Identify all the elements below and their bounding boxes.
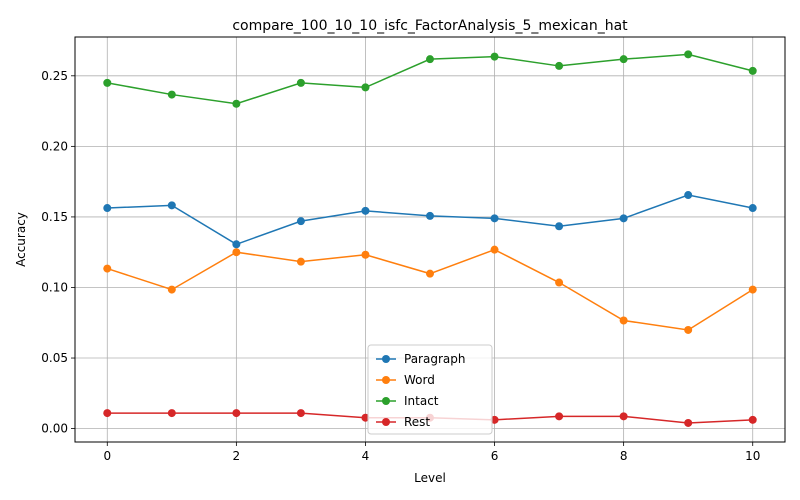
data-point-word [748,285,757,294]
x-tick-label: 8 [620,449,628,463]
data-point-intact [361,83,370,92]
x-tick-label: 4 [362,449,370,463]
data-point-word [619,316,628,325]
legend-marker-intact [382,397,390,405]
y-axis-label: Accuracy [14,212,28,267]
y-tick-label: 0.05 [41,351,68,365]
data-point-paragraph [490,214,499,223]
x-tick-label: 2 [233,449,241,463]
data-point-word [232,248,241,257]
data-point-intact [103,78,112,87]
data-point-intact [748,66,757,75]
data-point-rest [619,412,628,421]
data-point-word [103,264,112,273]
data-point-word [167,285,176,294]
data-point-paragraph [426,211,434,220]
data-point-intact [619,55,628,64]
legend-marker-word [382,376,390,384]
y-tick-label: 0.25 [41,69,68,83]
data-point-word [684,325,693,334]
legend-item-word: Word [376,373,435,387]
data-point-intact [555,61,564,70]
data-point-paragraph [555,222,564,231]
legend-label-paragraph: Paragraph [404,352,465,366]
data-point-paragraph [103,204,112,213]
data-point-paragraph [684,191,693,200]
data-point-rest [684,418,693,427]
data-point-paragraph [619,214,628,223]
y-tick-label: 0.00 [41,422,68,436]
x-tick-label: 6 [491,449,499,463]
y-tick-label: 0.15 [41,210,68,224]
data-point-paragraph [748,204,757,213]
y-axis: 0.00 0.05 0.10 0.15 0.20 0.25 [41,69,75,436]
legend-item-paragraph: Paragraph [376,352,465,366]
data-point-rest [555,412,564,421]
legend: Paragraph Word Intact Rest [367,344,493,435]
x-axis-label: Level [414,471,446,485]
data-point-paragraph [232,240,241,249]
legend-label-rest: Rest [404,415,430,429]
data-point-rest [167,409,176,418]
data-point-rest [232,409,241,418]
data-point-intact [167,90,176,99]
x-axis: 0 2 4 6 8 10 [103,442,760,463]
data-point-intact [232,99,241,108]
data-point-word [296,257,305,266]
series-paragraph [103,191,757,249]
data-point-intact [684,50,693,59]
y-tick-label: 0.10 [41,280,68,294]
legend-label-word: Word [404,373,435,387]
data-point-word [426,269,434,278]
data-point-rest [103,409,112,418]
data-point-word [361,250,370,259]
data-point-intact [296,78,305,87]
data-point-paragraph [361,206,370,215]
x-tick-label: 10 [745,449,760,463]
y-tick-label: 0.20 [41,139,68,153]
data-point-rest [490,415,499,424]
legend-marker-paragraph [382,355,390,363]
data-point-paragraph [167,201,176,210]
legend-box [367,344,493,435]
legend-item-intact: Intact [376,394,439,408]
data-point-rest [296,409,305,418]
series-intact [103,50,757,108]
plot-frame [74,36,786,443]
data-point-intact [426,55,434,64]
data-point-paragraph [296,217,305,226]
data-point-rest [748,415,757,424]
legend-marker-rest [382,418,390,426]
data-point-intact [490,52,499,61]
data-point-word [555,278,564,287]
chart-title: compare_100_10_10_isfc_FactorAnalysis_5_… [232,18,628,34]
legend-item-rest: Rest [376,415,430,429]
series-word [103,245,757,334]
x-tick-label: 0 [103,449,111,463]
legend-label-intact: Intact [404,394,439,408]
data-point-rest [361,413,370,422]
data-point-word [490,245,499,254]
